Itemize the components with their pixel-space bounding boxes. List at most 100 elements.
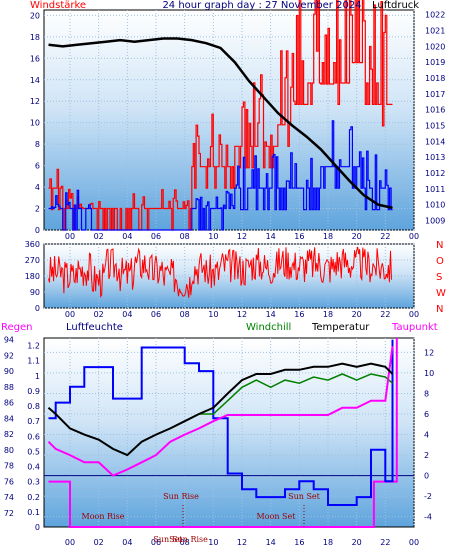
header-left: Windstärke [30, 0, 86, 11]
legend-humidity: Luftfeuchte [66, 322, 123, 333]
rain-left-tick: 0.8 [27, 402, 40, 411]
temp-right-tick: 8 [424, 389, 429, 398]
climate-time-tick: 14 [266, 538, 276, 547]
wind-time-tick: 04 [122, 232, 132, 241]
dir-time-tick: 12 [237, 310, 247, 319]
climate-panel-grid: -4-202468101200.10.20.30.40.50.60.70.80.… [4, 336, 434, 547]
pressure-right-tick: 1015 [425, 122, 445, 131]
climate-panel [43, 337, 415, 528]
climate-time-tick: 12 [237, 538, 247, 547]
wind-left-tick: 2 [35, 205, 40, 214]
dir-compass-label: O [436, 256, 444, 267]
wind-time-tick: 18 [323, 232, 333, 241]
dir-time-tick: 08 [180, 310, 190, 319]
temp-right-tick: 4 [424, 431, 429, 440]
wind-time-tick: 12 [237, 232, 247, 241]
temp-right-tick: 12 [424, 348, 434, 357]
rain-left-tick: 1 [35, 372, 40, 381]
rain-left-tick: 0.5 [27, 447, 40, 456]
pressure-right-tick: 1012 [425, 169, 445, 178]
climate-time-tick: 08 [180, 538, 190, 547]
dir-time-tick: 00 [409, 310, 419, 319]
climate-time-tick: 10 [208, 538, 218, 547]
climate-time-tick: 16 [294, 538, 304, 547]
humidity-left-tick: 74 [4, 493, 14, 502]
wind-time-tick: 02 [94, 232, 104, 241]
dewpoint-line [47, 346, 394, 477]
humidity-left-tick: 78 [4, 462, 14, 471]
wind-time-tick: 08 [180, 232, 190, 241]
wind-left-tick: 18 [30, 33, 40, 42]
rain-left-tick: 0.2 [27, 493, 40, 502]
pressure-right-tick: 1009 [425, 217, 445, 226]
humidity-left-tick: 84 [4, 414, 14, 423]
pressure-right-tick: 1019 [425, 58, 445, 67]
rain-left-tick: 0.1 [27, 508, 40, 517]
humidity-left-tick: 90 [4, 367, 14, 376]
direction-panel [43, 243, 415, 309]
climate-time-tick: 22 [380, 538, 390, 547]
dir-compass-label: S [436, 272, 442, 283]
wind-left-tick: 16 [30, 54, 40, 63]
dir-time-tick: 00 [65, 310, 75, 319]
direction-panel-grid: 0 N 90 W 180 S 270 O 360 N 00 02 04 06 08 10 12 14 16 18 20 2… [25, 240, 446, 319]
astro-annotation: Sun Rise [172, 535, 208, 544]
wind-time-tick: 00 [409, 232, 419, 241]
direction-line [48, 246, 392, 298]
temp-right-tick: -4 [424, 513, 432, 522]
temp-right-tick: -2 [424, 492, 432, 501]
pressure-right-tick: 1020 [425, 42, 445, 51]
climate-time-tick: 20 [352, 538, 362, 547]
dir-left-tick: 270 [25, 256, 40, 265]
header-right: Luftdruck [372, 0, 419, 11]
wind-time-tick: 06 [151, 232, 161, 241]
wind-left-tick: 20 [30, 11, 40, 20]
wind-left-tick: 0 [35, 226, 40, 235]
humidity-left-tick: 88 [4, 383, 14, 392]
wind-panel-series [48, 0, 393, 231]
pressure-line [48, 37, 393, 210]
humidity-left-tick: 82 [4, 430, 14, 439]
temp-right-tick: 0 [424, 472, 429, 481]
pressure-right-tick: 1010 [425, 201, 445, 210]
humidity-left-tick: 80 [4, 446, 14, 455]
rain-left-tick: 0.9 [27, 387, 40, 396]
gust-line [48, 120, 393, 231]
rain-left-tick: 1.2 [27, 342, 40, 351]
wind-left-tick: 6 [35, 162, 40, 171]
legend-dewpoint: Taupunkt [391, 322, 438, 333]
astro-annotation: Sun Set [288, 492, 321, 501]
pressure-right-tick: 1011 [425, 185, 445, 194]
astro-annotation: Moon Rise [82, 512, 125, 521]
dir-left-tick: 360 [25, 240, 40, 249]
climate-time-tick: 02 [94, 538, 104, 547]
humidity-left-tick: 92 [4, 351, 14, 360]
legend-rain: Regen [1, 322, 33, 333]
dir-left-tick: 180 [25, 272, 40, 281]
pressure-right-tick: 1016 [425, 106, 445, 115]
wind-time-tick: 00 [65, 232, 75, 241]
climate-time-tick: 06 [151, 538, 161, 547]
wind-left-tick: 8 [35, 140, 40, 149]
pressure-right-tick: 1017 [425, 90, 445, 99]
dir-left-tick: 90 [30, 288, 40, 297]
temp-right-tick: 6 [424, 410, 429, 419]
dir-time-tick: 04 [122, 310, 132, 319]
dir-time-tick: 10 [208, 310, 218, 319]
rain-left-tick: 0.3 [27, 478, 40, 487]
direction-panel-series [48, 246, 392, 298]
dir-time-tick: 02 [94, 310, 104, 319]
wind-time-tick: 16 [294, 232, 304, 241]
wind-line [48, 0, 393, 231]
legend-windchill: Windchill [246, 322, 291, 333]
dir-left-tick: 0 [35, 304, 40, 313]
humidity-left-tick: 94 [4, 336, 14, 345]
rain-left-tick: 0.4 [27, 463, 40, 472]
dir-time-tick: 06 [151, 310, 161, 319]
humidity-left-tick: 86 [4, 399, 14, 408]
humidity-left-tick: 72 [4, 509, 14, 518]
wind-left-tick: 4 [35, 183, 40, 192]
astro-annotation: SunSet [153, 535, 183, 544]
